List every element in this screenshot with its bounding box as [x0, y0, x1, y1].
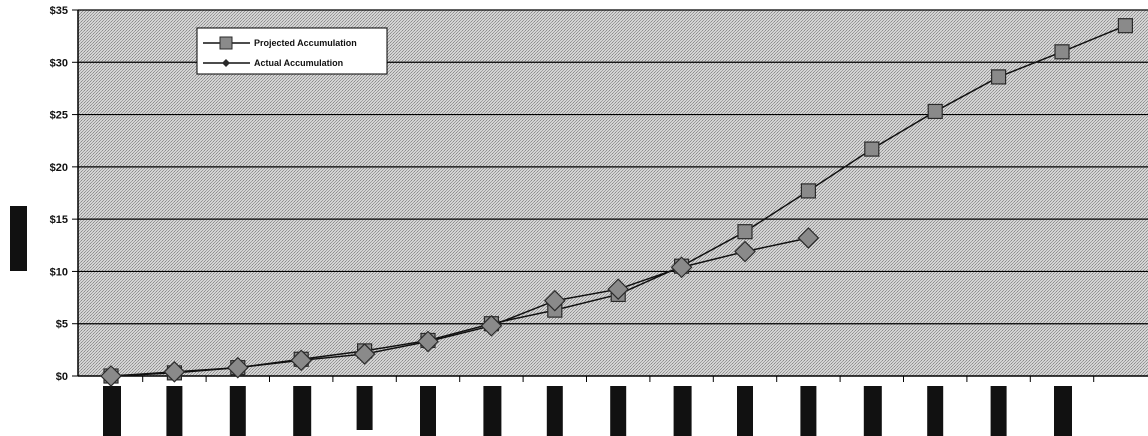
x-axis-redacted-labels: [103, 386, 1072, 436]
actual-point: [480, 314, 503, 337]
actual-point: [353, 343, 376, 365]
x-label-redaction: [356, 386, 373, 430]
legend: Projected Accumulation Actual Accumulati…: [196, 27, 388, 75]
actual-point: [417, 330, 439, 353]
x-label-redaction: [166, 386, 183, 436]
legend-label-projected: Projected Accumulation: [254, 38, 357, 48]
x-label-redaction: [546, 386, 563, 436]
actual-point: [226, 356, 249, 379]
y-tick-label: $20: [50, 162, 68, 174]
actual-point: [734, 240, 756, 263]
x-label-redaction: [420, 386, 436, 436]
legend-label-actual: Actual Accumulation: [254, 58, 343, 68]
y-tick-label: $25: [50, 110, 68, 122]
actual-point: [797, 227, 820, 249]
gridlines: [72, 9, 1148, 382]
x-label-redaction: [229, 386, 246, 436]
y-tick-label: $35: [50, 5, 68, 17]
x-label-redaction: [927, 386, 944, 436]
x-label-redaction: [293, 386, 312, 436]
series-line-actual: [110, 237, 809, 377]
x-label-redaction: [863, 386, 882, 436]
y-tick-label: $0: [56, 371, 68, 383]
x-label-redaction: [737, 386, 753, 436]
legend-marker-projected: [219, 36, 233, 50]
projected-point: [864, 141, 880, 157]
x-label-redaction: [800, 386, 817, 436]
x-label-redaction: [483, 386, 502, 436]
y-tick-label: $30: [50, 57, 68, 69]
actual-point: [543, 289, 566, 312]
y-axis-tick-labels: $0 $5 $10 $15 $20 $25 $30 $35: [50, 5, 68, 383]
actual-point: [163, 360, 186, 383]
legend-marker-actual: [222, 59, 230, 67]
y-tick-label: $10: [50, 266, 68, 278]
projected-point: [1054, 44, 1070, 60]
y-tick-label: $15: [50, 214, 68, 226]
actual-point: [100, 365, 122, 387]
projected-point: [800, 183, 817, 199]
legend-box: [196, 27, 388, 75]
projected-point: [927, 103, 943, 120]
actual-point: [607, 278, 630, 301]
projected-point: [990, 69, 1007, 85]
x-label-redaction: [610, 386, 627, 436]
x-label-redaction: [103, 386, 121, 436]
y-axis-title-redaction: [10, 206, 27, 271]
projected-point: [737, 224, 753, 240]
x-label-redaction: [990, 386, 1007, 436]
y-tick-label: $5: [56, 319, 68, 331]
projected-point: [1117, 18, 1134, 34]
x-label-redaction: [1054, 386, 1072, 436]
actual-point: [670, 256, 693, 279]
series-layer: [100, 18, 1134, 387]
x-label-redaction: [673, 386, 692, 436]
actual-point: [290, 349, 313, 372]
